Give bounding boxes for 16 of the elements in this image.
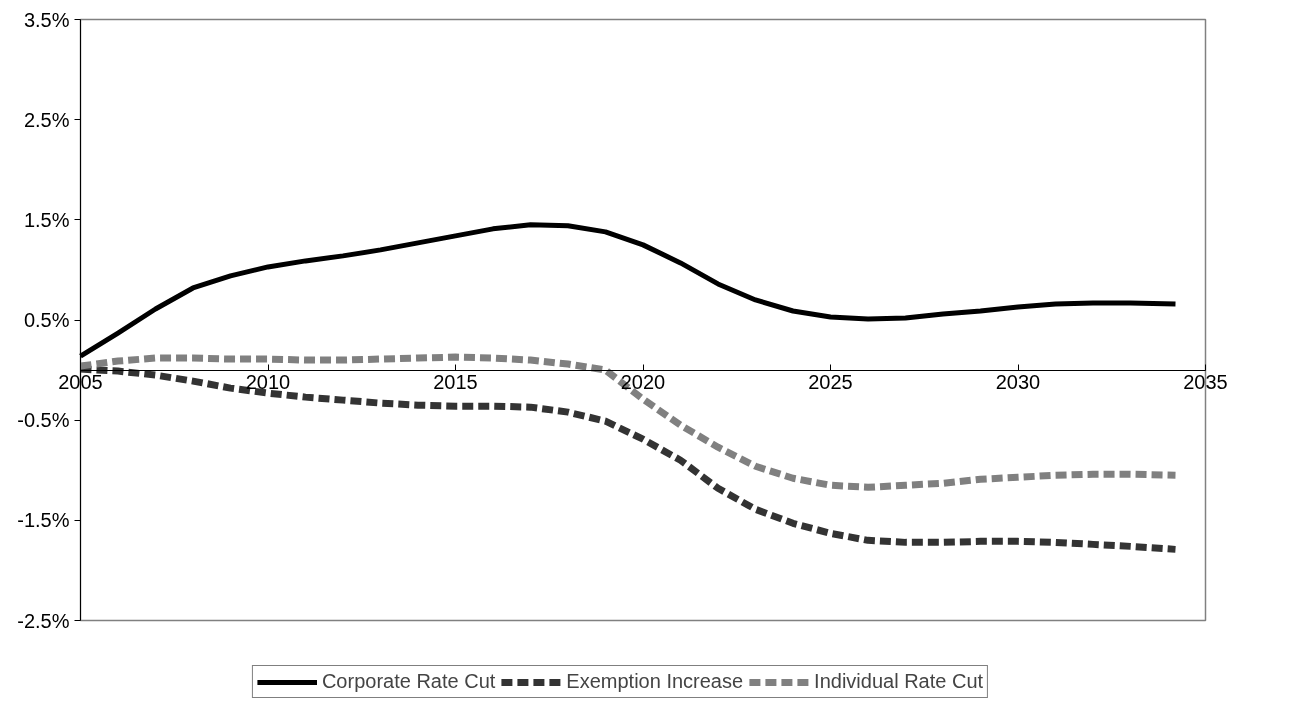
y-tick-label: 1.5% <box>23 208 70 231</box>
x-tick-label: 2030 <box>995 371 1041 394</box>
x-tick-label: 2015 <box>433 371 478 394</box>
y-tick-label: -0.5% <box>17 409 70 432</box>
x-tick-label: 2020 <box>620 371 666 394</box>
y-tick-label: 3.5% <box>23 8 70 31</box>
legend-label: Exemption Increase <box>566 670 744 693</box>
y-tick-label: 0.5% <box>23 309 70 331</box>
x-tick-label: 2035 <box>1183 371 1228 394</box>
y-tick-label: -2.5% <box>17 609 70 632</box>
y-tick-label: -1.5% <box>17 509 70 532</box>
x-tick-label: 2010 <box>245 371 291 394</box>
y-tick-label: 2.5% <box>23 108 70 131</box>
legend-label: Corporate Rate Cut <box>321 670 496 693</box>
legend-label: Individual Rate Cut <box>814 670 984 693</box>
x-tick-label: 2025 <box>808 371 853 394</box>
